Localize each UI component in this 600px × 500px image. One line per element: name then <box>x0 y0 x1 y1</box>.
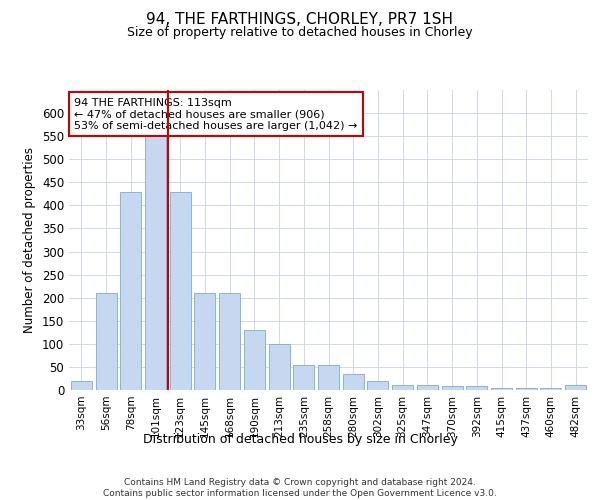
Bar <box>367 381 388 390</box>
Bar <box>293 364 314 390</box>
Text: 94, THE FARTHINGS, CHORLEY, PR7 1SH: 94, THE FARTHINGS, CHORLEY, PR7 1SH <box>146 12 454 28</box>
Bar <box>565 386 586 390</box>
Bar <box>392 386 413 390</box>
Bar <box>145 118 166 390</box>
Text: Size of property relative to detached houses in Chorley: Size of property relative to detached ho… <box>127 26 473 39</box>
Bar <box>170 192 191 390</box>
Bar <box>95 293 116 390</box>
Text: 94 THE FARTHINGS: 113sqm
← 47% of detached houses are smaller (906)
53% of semi-: 94 THE FARTHINGS: 113sqm ← 47% of detach… <box>74 98 358 130</box>
Bar <box>466 386 487 390</box>
Bar <box>120 192 141 390</box>
Text: Contains HM Land Registry data © Crown copyright and database right 2024.
Contai: Contains HM Land Registry data © Crown c… <box>103 478 497 498</box>
Bar <box>541 388 562 390</box>
Bar <box>269 344 290 390</box>
Bar <box>71 381 92 390</box>
Bar <box>219 293 240 390</box>
Bar <box>491 388 512 390</box>
Text: Distribution of detached houses by size in Chorley: Distribution of detached houses by size … <box>143 432 457 446</box>
Bar <box>417 386 438 390</box>
Bar <box>194 293 215 390</box>
Bar <box>343 374 364 390</box>
Bar <box>442 386 463 390</box>
Bar <box>318 364 339 390</box>
Bar <box>516 388 537 390</box>
Bar <box>244 330 265 390</box>
Y-axis label: Number of detached properties: Number of detached properties <box>23 147 37 333</box>
